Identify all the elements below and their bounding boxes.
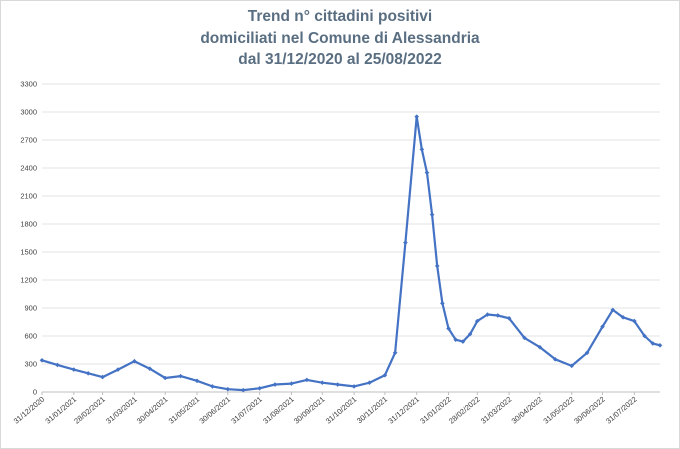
- x-tick-label: 28/02/2022: [447, 395, 482, 426]
- data-point: [39, 357, 45, 363]
- data-point: [85, 371, 91, 376]
- data-point: [650, 341, 656, 346]
- chart-title: Trend n° cittadini positivi domiciliati …: [90, 6, 590, 71]
- data-point: [620, 315, 626, 320]
- x-tick-label: 31/03/2021: [104, 395, 139, 426]
- data-point: [240, 387, 246, 393]
- data-point: [434, 263, 440, 269]
- data-point: [657, 343, 663, 348]
- data-point: [522, 335, 527, 341]
- data-point: [257, 385, 262, 391]
- x-tick-label: 31/12/2021: [386, 395, 421, 426]
- data-point: [642, 333, 647, 339]
- data-point: [382, 372, 388, 378]
- x-tick-label: 30/04/2022: [510, 395, 545, 426]
- y-tick-label: 2700: [20, 136, 37, 145]
- data-point: [569, 363, 575, 369]
- data-point: [71, 367, 77, 372]
- series-line: [41, 115, 661, 392]
- chart-title-line-2: domiciliati nel Comune di Alessandria: [200, 29, 480, 47]
- data-point: [115, 367, 121, 372]
- x-tick-label: 31/07/2022: [604, 395, 639, 426]
- x-axis: 31/12/202031/01/202128/02/202131/03/2021…: [12, 392, 639, 426]
- x-tick-label: 31/10/2021: [324, 395, 359, 426]
- y-tick-label: 600: [24, 332, 37, 341]
- y-tick-label: 3300: [20, 80, 37, 89]
- x-tick-label: 31/07/2021: [229, 395, 264, 426]
- data-point: [132, 358, 137, 364]
- y-tick-label: 1200: [20, 276, 37, 285]
- data-point: [55, 362, 60, 368]
- data-point: [440, 301, 445, 306]
- series-positivi: [39, 114, 663, 393]
- y-axis: 0 300 600 900 1200 1500 1800 2100 2400 2700 3000 33…: [20, 80, 37, 397]
- data-point: [485, 312, 490, 317]
- x-tick-label: 30/11/2021: [355, 395, 389, 426]
- data-point: [419, 147, 425, 152]
- data-point: [429, 212, 435, 217]
- data-point: [632, 318, 637, 324]
- chart-title-line-3: dal 31/12/2020 al 25/08/2022: [238, 51, 442, 68]
- data-point: [319, 380, 325, 385]
- y-tick-label: 300: [24, 360, 37, 369]
- data-point: [584, 350, 590, 356]
- y-tick-label: 3000: [20, 108, 37, 117]
- y-tick-label: 2100: [20, 192, 37, 201]
- data-point: [446, 326, 451, 331]
- chart-title-line-1: Trend n° cittadini positivi: [247, 8, 433, 25]
- x-tick-label: 30/06/2021: [198, 395, 233, 426]
- x-tick-label: 31/05/2021: [167, 395, 202, 426]
- data-point: [178, 373, 183, 379]
- y-tick-label: 1800: [20, 220, 37, 229]
- data-point: [304, 377, 310, 383]
- x-tick-label: 30/06/2022: [572, 395, 607, 426]
- data-point: [495, 313, 501, 318]
- data-point: [453, 337, 459, 343]
- data-point: [210, 384, 215, 389]
- data-point: [474, 318, 480, 324]
- data-point: [272, 382, 278, 387]
- data-point: [225, 386, 231, 392]
- x-tick-label: 28/02/2021: [72, 395, 107, 426]
- data-point: [162, 375, 168, 381]
- data-point: [392, 350, 398, 356]
- data-point: [467, 331, 473, 337]
- data-point: [460, 339, 466, 344]
- data-point: [367, 380, 372, 385]
- data-point: [194, 378, 200, 384]
- data-point: [424, 170, 430, 175]
- data-point: [403, 240, 408, 245]
- data-point: [552, 357, 558, 362]
- data-point: [506, 315, 512, 321]
- data-point: [537, 344, 543, 350]
- x-tick-label: 31/05/2022: [541, 395, 576, 426]
- x-tick-label: 30/04/2021: [135, 395, 170, 426]
- y-tick-label: 900: [24, 304, 37, 313]
- x-tick-label: 31/08/2021: [261, 395, 296, 426]
- data-point: [335, 382, 340, 387]
- data-point: [351, 384, 357, 389]
- data-point: [100, 374, 105, 380]
- y-tick-label: 1500: [20, 248, 37, 257]
- data-point: [147, 366, 153, 371]
- x-tick-label: 31/03/2022: [479, 395, 514, 426]
- data-point: [414, 114, 420, 119]
- y-tick-label: 2400: [20, 164, 37, 173]
- y-tick-label: 0: [33, 388, 37, 397]
- data-point: [610, 307, 616, 313]
- gridlines: [42, 83, 660, 393]
- x-tick-label: 30/09/2021: [292, 395, 327, 426]
- data-point: [600, 324, 605, 329]
- data-point: [289, 381, 294, 386]
- x-tick-label: 31/12/2020: [12, 395, 47, 426]
